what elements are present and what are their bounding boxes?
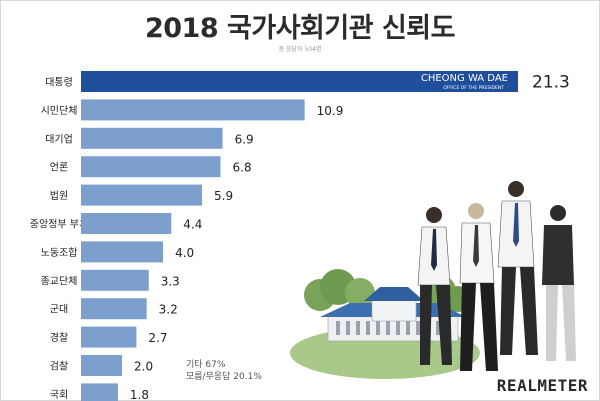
category-label: 대통령	[45, 77, 73, 89]
bar-highlight	[81, 71, 518, 92]
value-label: 1.8	[130, 388, 149, 401]
chart-subtitle: 총 응답자 504명	[278, 46, 322, 53]
value-label: 6.8	[233, 161, 252, 175]
chart-title: 2018 국가사회기관 신뢰도	[144, 13, 456, 44]
value-label: 2.0	[134, 360, 153, 374]
category-label: 종교단체	[41, 275, 78, 287]
value-label: 4.4	[183, 218, 202, 232]
bar	[81, 127, 223, 149]
category-label: 국회	[50, 389, 68, 401]
officials-illustration	[417, 181, 576, 371]
blue-house-illustration	[320, 287, 466, 342]
other-responses-note: 기타 67% 모름/무응답 20.1%	[186, 359, 262, 383]
bar	[81, 213, 172, 234]
bar	[81, 184, 203, 206]
category-label: 노동조합	[41, 247, 78, 259]
bar	[81, 298, 147, 320]
bar	[81, 383, 118, 401]
value-label: 21.3	[532, 73, 570, 93]
bar	[81, 269, 149, 291]
category-label: 중앙정부 부처	[30, 219, 88, 231]
value-label: 5.9	[214, 189, 233, 203]
value-label: 3.3	[161, 274, 180, 288]
bar	[81, 156, 221, 178]
category-label: 검찰	[50, 361, 68, 373]
highlight-caption: CHEONG WA DAE	[421, 73, 508, 84]
bar	[81, 355, 123, 376]
note-no-answer: 모름/무응답 20.1%	[186, 372, 262, 382]
category-label: 시민단체	[41, 105, 78, 117]
value-label: 2.7	[148, 331, 167, 345]
bar	[81, 326, 137, 348]
category-label: 법원	[50, 190, 68, 202]
value-label: 4.0	[175, 246, 194, 260]
bar	[81, 241, 164, 263]
category-label: 군대	[50, 304, 68, 316]
category-label: 언론	[50, 162, 68, 174]
value-label: 3.2	[159, 303, 178, 317]
highlight-subcaption: OFFICE OF THE PRESIDENT	[443, 85, 504, 91]
brand-logo: REALMETER	[496, 376, 588, 395]
bar	[81, 99, 305, 121]
note-other: 기타 67%	[186, 360, 226, 370]
illustration	[290, 181, 576, 379]
value-label: 6.9	[235, 132, 254, 146]
value-label: 10.9	[317, 104, 344, 118]
category-label: 경찰	[50, 331, 68, 344]
category-label: 대기업	[45, 132, 73, 145]
